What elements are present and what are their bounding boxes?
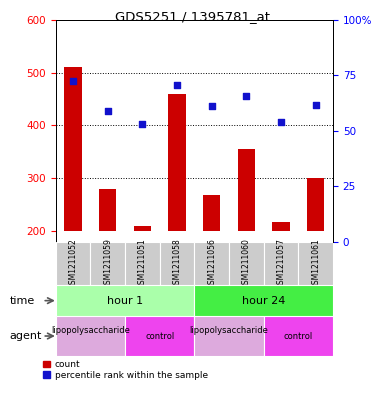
Text: hour 24: hour 24 — [242, 296, 285, 306]
Bar — [169, 94, 186, 231]
Text: lipopolysaccharide: lipopolysaccharide — [51, 326, 130, 346]
Point — [243, 93, 249, 99]
Bar — [194, 316, 264, 356]
Point — [313, 101, 319, 108]
Bar — [99, 189, 116, 231]
Bar — [134, 226, 151, 231]
Bar — [273, 222, 290, 231]
Bar — [264, 242, 298, 285]
Text: GSM1211056: GSM1211056 — [207, 238, 216, 289]
Legend: count, percentile rank within the sample: count, percentile rank within the sample — [43, 360, 208, 380]
Bar — [90, 242, 125, 285]
Bar — [229, 242, 264, 285]
Point — [105, 108, 111, 114]
Text: control: control — [284, 332, 313, 340]
Text: GSM1211051: GSM1211051 — [138, 238, 147, 289]
Text: control: control — [145, 332, 174, 340]
Bar — [56, 316, 125, 356]
Text: GSM1211059: GSM1211059 — [103, 238, 112, 289]
Bar — [56, 242, 90, 285]
Text: GSM1211057: GSM1211057 — [276, 238, 286, 289]
Bar — [194, 285, 333, 316]
Text: GSM1211061: GSM1211061 — [311, 238, 320, 289]
Text: GDS5251 / 1395781_at: GDS5251 / 1395781_at — [115, 10, 270, 23]
Bar — [264, 316, 333, 356]
Point — [278, 119, 284, 125]
Bar — [298, 242, 333, 285]
Point — [139, 121, 146, 127]
Bar — [203, 195, 220, 231]
Point — [70, 77, 76, 84]
Text: GSM1211060: GSM1211060 — [242, 238, 251, 289]
Text: agent: agent — [10, 331, 42, 341]
Bar — [64, 67, 82, 231]
Bar — [125, 242, 160, 285]
Text: hour 1: hour 1 — [107, 296, 143, 306]
Point — [209, 103, 215, 109]
Point — [174, 82, 180, 88]
Text: GSM1211058: GSM1211058 — [172, 238, 182, 289]
Bar — [194, 242, 229, 285]
Bar — [56, 285, 194, 316]
Bar — [160, 242, 194, 285]
Text: time: time — [10, 296, 35, 306]
Bar — [307, 178, 324, 231]
Bar — [125, 316, 194, 356]
Text: GSM1211052: GSM1211052 — [69, 238, 78, 289]
Bar — [238, 149, 255, 231]
Text: lipopolysaccharide: lipopolysaccharide — [190, 326, 268, 346]
